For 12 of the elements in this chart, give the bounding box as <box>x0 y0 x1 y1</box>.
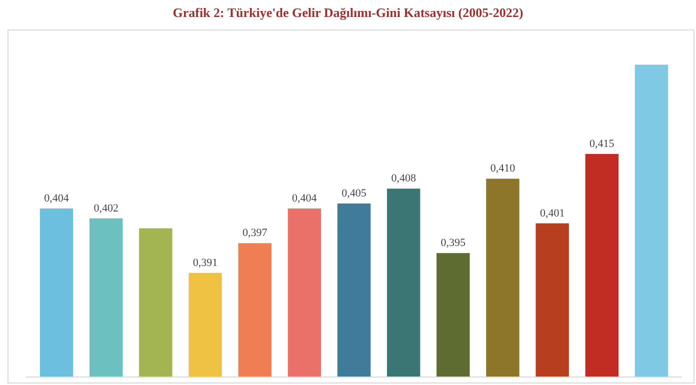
chart-title: Grafik 2: Türkiye'de Gelir Dağılımı-Gini Katsayısı (2005-2022) <box>172 5 524 20</box>
data-label: 0,404 <box>44 192 70 204</box>
data-label: 0,410 <box>490 162 516 175</box>
data-label: 0,402 <box>94 202 118 214</box>
data-label: 0,415 <box>590 138 615 150</box>
data-label: 0,397 <box>242 227 268 240</box>
data-label: 0,405 <box>342 188 367 200</box>
data-label: 0,401 <box>540 207 565 220</box>
data-label: 0,404 <box>292 192 318 204</box>
data-label: 0,391 <box>192 256 218 269</box>
data-label: 0,408 <box>391 172 416 185</box>
data-label: 0,395 <box>440 237 466 250</box>
